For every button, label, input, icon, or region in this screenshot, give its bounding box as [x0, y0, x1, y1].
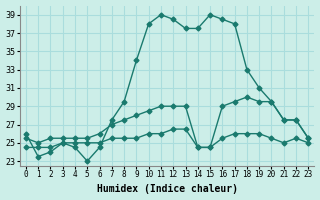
- X-axis label: Humidex (Indice chaleur): Humidex (Indice chaleur): [97, 184, 237, 194]
